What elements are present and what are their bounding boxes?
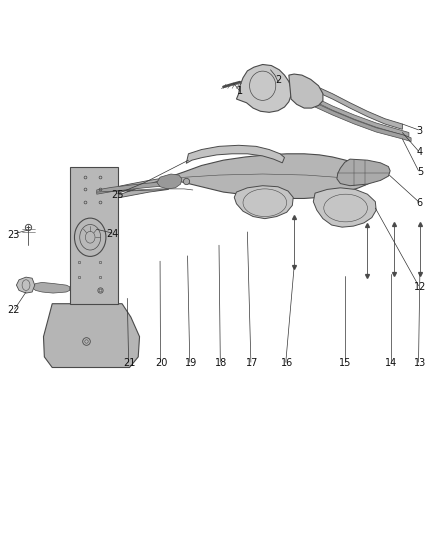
- Polygon shape: [337, 159, 390, 185]
- Text: 18: 18: [215, 358, 227, 368]
- Text: 6: 6: [417, 198, 423, 208]
- Text: 20: 20: [155, 358, 168, 368]
- Polygon shape: [97, 182, 162, 194]
- Polygon shape: [97, 177, 169, 203]
- Text: 14: 14: [385, 358, 398, 368]
- Polygon shape: [32, 282, 70, 293]
- Polygon shape: [315, 98, 409, 137]
- Text: 2: 2: [275, 76, 281, 85]
- Text: 13: 13: [414, 358, 426, 368]
- Text: 17: 17: [246, 358, 258, 368]
- Polygon shape: [43, 304, 140, 368]
- Text: 21: 21: [124, 358, 136, 368]
- Text: 3: 3: [417, 126, 423, 136]
- Polygon shape: [237, 64, 291, 112]
- Text: 15: 15: [339, 358, 352, 368]
- Text: 5: 5: [417, 167, 423, 177]
- Text: 19: 19: [184, 358, 197, 368]
- Polygon shape: [315, 103, 411, 142]
- Polygon shape: [16, 277, 35, 293]
- Polygon shape: [186, 146, 285, 164]
- Polygon shape: [315, 86, 403, 130]
- Polygon shape: [169, 154, 372, 198]
- Text: 24: 24: [106, 229, 118, 239]
- Text: 22: 22: [7, 305, 20, 315]
- Text: 25: 25: [111, 190, 124, 200]
- Polygon shape: [234, 185, 293, 219]
- Text: 12: 12: [413, 282, 426, 292]
- Polygon shape: [313, 188, 376, 227]
- Polygon shape: [70, 166, 118, 304]
- Text: 4: 4: [417, 147, 423, 157]
- Polygon shape: [157, 174, 182, 189]
- Text: 1: 1: [237, 86, 243, 96]
- Text: 16: 16: [281, 358, 293, 368]
- Text: 23: 23: [7, 230, 20, 240]
- Polygon shape: [289, 74, 323, 108]
